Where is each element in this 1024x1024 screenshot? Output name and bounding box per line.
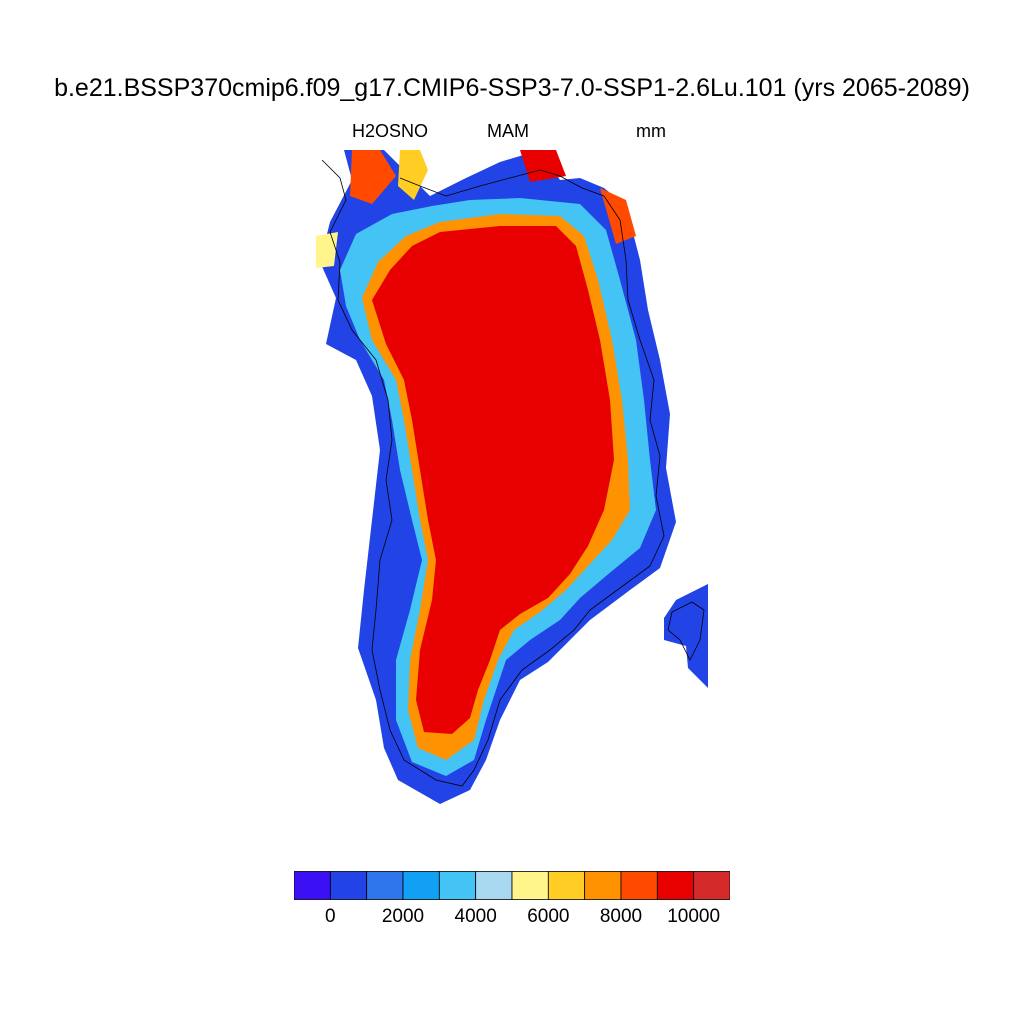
interior-ice-sheet: [372, 226, 614, 734]
coastline: [321, 159, 705, 787]
plot-title: b.e21.BSSP370cmip6.f09_g17.CMIP6-SSP3-7.…: [54, 74, 970, 102]
colorbar-bin: [329, 871, 368, 900]
colorbar-bin: [656, 871, 695, 900]
colorbar: [294, 871, 730, 900]
colorbar-tick-label: 2000: [381, 906, 425, 927]
northern-fragment: [398, 150, 428, 200]
units-label: mm: [636, 121, 666, 141]
variable-label: H2OSNO: [352, 121, 429, 141]
colorbar-tick-label: 6000: [527, 906, 570, 927]
eastern-island: [664, 584, 708, 688]
northern-fragment: [350, 150, 396, 204]
northern-fragment: [316, 232, 338, 268]
colorbar-tick-label: 4000: [454, 906, 497, 927]
colorbar-bin: [584, 871, 622, 900]
colorbar-bin: [475, 871, 513, 900]
colorbar-bin: [620, 871, 658, 900]
colorbar-bin: [438, 871, 477, 900]
northern-fragment: [600, 188, 636, 244]
colorbar-bin: [511, 871, 549, 900]
colorbar-tick-label: 0: [325, 906, 336, 927]
colorbar-bin: [402, 871, 440, 900]
colorbar-bin: [693, 871, 730, 900]
colorbar-tick-label: 10000: [667, 906, 721, 927]
season-label: MAM: [487, 121, 529, 141]
greenland-snow-map: [316, 150, 708, 804]
colorbar-bin: [547, 871, 586, 900]
colorbar-tick-label: 8000: [599, 906, 643, 927]
snow-field: [316, 150, 708, 804]
colorbar-bin: [366, 871, 404, 900]
colorbar-bin: [294, 871, 331, 900]
